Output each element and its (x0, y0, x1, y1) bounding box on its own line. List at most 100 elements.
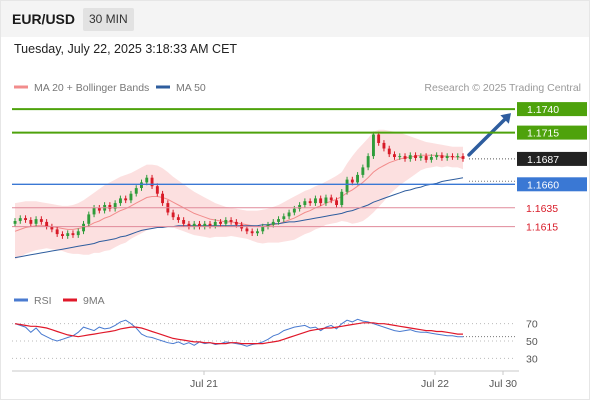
candle-body (292, 208, 296, 213)
candle-body (108, 205, 112, 209)
candle (429, 154, 433, 163)
candle-body (61, 234, 64, 236)
candle-body (129, 193, 133, 201)
candle (261, 223, 265, 235)
candle-body (329, 197, 333, 201)
candle-body (445, 156, 449, 158)
level-resistance: 1.1715 (12, 125, 587, 140)
x-tick-label: Jul 30 (489, 378, 517, 390)
candle (182, 217, 186, 227)
candle-body (340, 191, 344, 205)
candle-body (76, 231, 80, 236)
candle-body (414, 155, 417, 158)
candle-body (403, 156, 407, 159)
candle (445, 153, 449, 161)
header-bar: EUR/USD 30 MIN (1, 1, 589, 37)
level-resistance: 1.1740 (12, 102, 587, 117)
candle-body (451, 156, 454, 158)
candle-body (55, 229, 59, 235)
level-support: 1.1635 (12, 203, 558, 215)
candle (82, 220, 85, 235)
candle (198, 220, 201, 230)
candle-body (419, 156, 423, 158)
candle-body (271, 221, 275, 225)
candle (155, 183, 159, 197)
candle-body (119, 198, 122, 204)
candle (161, 190, 164, 206)
candle (176, 214, 180, 223)
candle (314, 195, 317, 206)
candle (393, 151, 396, 160)
candle (419, 153, 423, 161)
candle-body (92, 207, 96, 215)
candle-body (145, 177, 149, 183)
candle (24, 215, 27, 223)
candle-body (345, 179, 349, 192)
candle (250, 228, 254, 236)
candle (456, 153, 460, 160)
candle-body (176, 217, 180, 220)
candle-body (171, 212, 175, 218)
candle (140, 179, 143, 191)
candle (256, 228, 259, 236)
rsi-tick-label: 70 (526, 319, 538, 331)
candle (76, 228, 80, 238)
x-tick-label: Jul 22 (421, 378, 449, 390)
candle (372, 131, 375, 159)
candle-body (113, 203, 117, 209)
candle-body (66, 233, 70, 236)
candle (34, 216, 38, 227)
candle-body (435, 155, 439, 158)
candle (29, 217, 33, 227)
candle (435, 152, 439, 160)
candle-body (97, 207, 101, 211)
candle (382, 140, 386, 152)
candle-body (461, 156, 465, 159)
candle-body (155, 186, 159, 194)
candle (108, 202, 112, 212)
candle-body (34, 219, 38, 224)
candle (187, 220, 191, 230)
symbol-title: EUR/USD (12, 11, 76, 27)
candle (366, 153, 370, 171)
candle-body (203, 223, 207, 227)
watermark: Research © 2025 Trading Central (424, 82, 581, 94)
level-current: 1.1687 (469, 151, 587, 166)
candle-body (377, 134, 381, 143)
candle-body (213, 221, 217, 226)
candle (203, 220, 207, 230)
candle (298, 202, 302, 212)
candle (124, 195, 128, 204)
legend-ma9-label: 9MA (83, 295, 105, 307)
candle-body (298, 205, 302, 209)
candle-body (24, 218, 27, 220)
target-arrow-shaft (467, 117, 507, 157)
x-tick-label: Jul 21 (190, 378, 218, 390)
candle (45, 219, 49, 230)
candle (361, 164, 365, 178)
candle (440, 152, 444, 161)
resistance-label: 1.1740 (527, 104, 559, 116)
candle-body (456, 156, 460, 158)
support-label: 1.1635 (526, 203, 558, 215)
candle-body (408, 155, 412, 159)
ma50-line (14, 177, 464, 259)
timeframe-button[interactable]: 30 MIN (83, 8, 134, 31)
candle-body (134, 188, 138, 194)
candle-body (192, 223, 196, 227)
candle-body (224, 220, 228, 224)
ma20-line (14, 154, 464, 232)
candle-body (303, 201, 307, 205)
pivot-tag (517, 177, 587, 192)
candle (303, 198, 307, 208)
candle-body (229, 220, 233, 222)
candle-body (366, 156, 370, 168)
rsi-plot: 30 50 70 (12, 319, 538, 365)
rsi-tick-label: 30 (526, 353, 538, 365)
candle-body (382, 142, 386, 149)
candle-body (39, 219, 43, 222)
candle (61, 231, 64, 239)
candle (398, 153, 402, 160)
candle (324, 194, 328, 206)
candle-body (219, 221, 222, 224)
